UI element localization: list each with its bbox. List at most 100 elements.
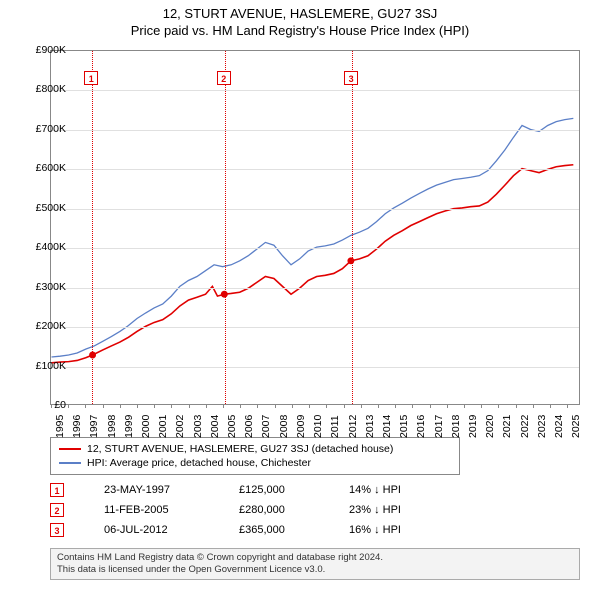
x-tick [361,404,362,408]
x-axis-label: 2025 [570,415,582,438]
y-axis-label: £800K [18,83,66,95]
x-tick [85,404,86,408]
y-axis-label: £100K [18,360,66,372]
x-tick [292,404,293,408]
x-tick [189,404,190,408]
x-tick [533,404,534,408]
chart-svg [51,51,579,404]
x-axis-label: 2005 [226,415,238,438]
chart-plot-area: 1 2 3 [50,50,580,405]
x-axis-label: 2017 [433,415,445,438]
x-axis-label: 2014 [381,415,393,438]
event-price: £280,000 [239,504,309,516]
x-axis-label: 2000 [140,415,152,438]
event-marker-label: 3 [344,71,358,85]
event-dot [347,257,354,264]
legend-label: HPI: Average price, detached house, Chic… [87,457,311,469]
x-axis-label: 2003 [192,415,204,438]
x-tick [447,404,448,408]
x-axis-label: 2021 [501,415,513,438]
chart-title: 12, STURT AVENUE, HASLEMERE, GU27 3SJ [0,0,600,21]
y-axis-label: £0 [18,399,66,411]
x-axis-label: 2007 [260,415,272,438]
x-axis-label: 1997 [88,415,100,438]
legend-item: HPI: Average price, detached house, Chic… [59,456,451,470]
x-axis-label: 2012 [347,415,359,438]
event-row-marker: 1 [50,483,64,497]
x-axis-label: 1999 [123,415,135,438]
x-axis-label: 2002 [174,415,186,438]
event-diff: 23% ↓ HPI [349,504,429,516]
x-tick [240,404,241,408]
chart-subtitle: Price paid vs. HM Land Registry's House … [0,21,600,38]
event-row-marker: 3 [50,523,64,537]
event-row: 1 23-MAY-1997 £125,000 14% ↓ HPI [50,480,429,500]
event-row: 211-FEB-2005£280,00023% ↓ HPI [50,500,429,520]
x-axis-label: 2013 [364,415,376,438]
event-marker-line [225,51,226,404]
event-diff: 16% ↓ HPI [349,524,429,536]
event-row: 306-JUL-2012£365,00016% ↓ HPI [50,520,429,540]
series-line [51,165,573,363]
x-axis-label: 2011 [329,415,341,438]
attribution-footer: Contains HM Land Registry data © Crown c… [50,548,580,580]
x-tick [275,404,276,408]
event-date: 23-MAY-1997 [104,484,199,496]
gridline-h [51,248,579,249]
gridline-h [51,130,579,131]
x-tick [120,404,121,408]
event-diff: 14% ↓ HPI [349,484,429,496]
x-tick [430,404,431,408]
event-list: 123-MAY-1997£125,00014% ↓ HPI211-FEB-200… [50,480,429,540]
x-tick [567,404,568,408]
x-axis-label: 2009 [295,415,307,438]
x-axis-label: 2010 [312,415,324,438]
legend-label: 12, STURT AVENUE, HASLEMERE, GU27 3SJ (d… [87,443,393,455]
x-tick [378,404,379,408]
x-axis-label: 2015 [398,415,410,438]
x-axis-label: 1995 [54,415,66,438]
x-tick [550,404,551,408]
x-tick [68,404,69,408]
event-marker-line [352,51,353,404]
x-axis-label: 2018 [450,415,462,438]
x-tick [395,404,396,408]
gridline-h [51,288,579,289]
x-tick [257,404,258,408]
x-axis-label: 2023 [536,415,548,438]
x-axis-label: 1998 [106,415,118,438]
x-tick [137,404,138,408]
x-axis-label: 2024 [553,415,565,438]
x-tick [464,404,465,408]
event-price: £125,000 [239,484,309,496]
x-tick [344,404,345,408]
gridline-h [51,169,579,170]
x-tick [412,404,413,408]
y-axis-label: £700K [18,123,66,135]
legend-swatch [59,448,81,450]
y-axis-label: £200K [18,320,66,332]
event-price: £365,000 [239,524,309,536]
x-axis-label: 2019 [467,415,479,438]
x-tick [154,404,155,408]
x-axis-label: 2016 [415,415,427,438]
x-tick [326,404,327,408]
x-tick [481,404,482,408]
gridline-h [51,90,579,91]
x-tick [498,404,499,408]
gridline-h [51,367,579,368]
x-axis-label: 2004 [209,415,221,438]
event-marker-label: 2 [217,71,231,85]
y-axis-label: £600K [18,162,66,174]
event-date: 11-FEB-2005 [104,504,199,516]
x-tick [309,404,310,408]
gridline-h [51,209,579,210]
x-tick [171,404,172,408]
y-axis-label: £500K [18,202,66,214]
x-tick [223,404,224,408]
legend-item: 12, STURT AVENUE, HASLEMERE, GU27 3SJ (d… [59,442,451,456]
event-marker-label: 1 [84,71,98,85]
x-axis-label: 2001 [157,415,169,438]
series-line [51,118,573,357]
x-tick [206,404,207,408]
